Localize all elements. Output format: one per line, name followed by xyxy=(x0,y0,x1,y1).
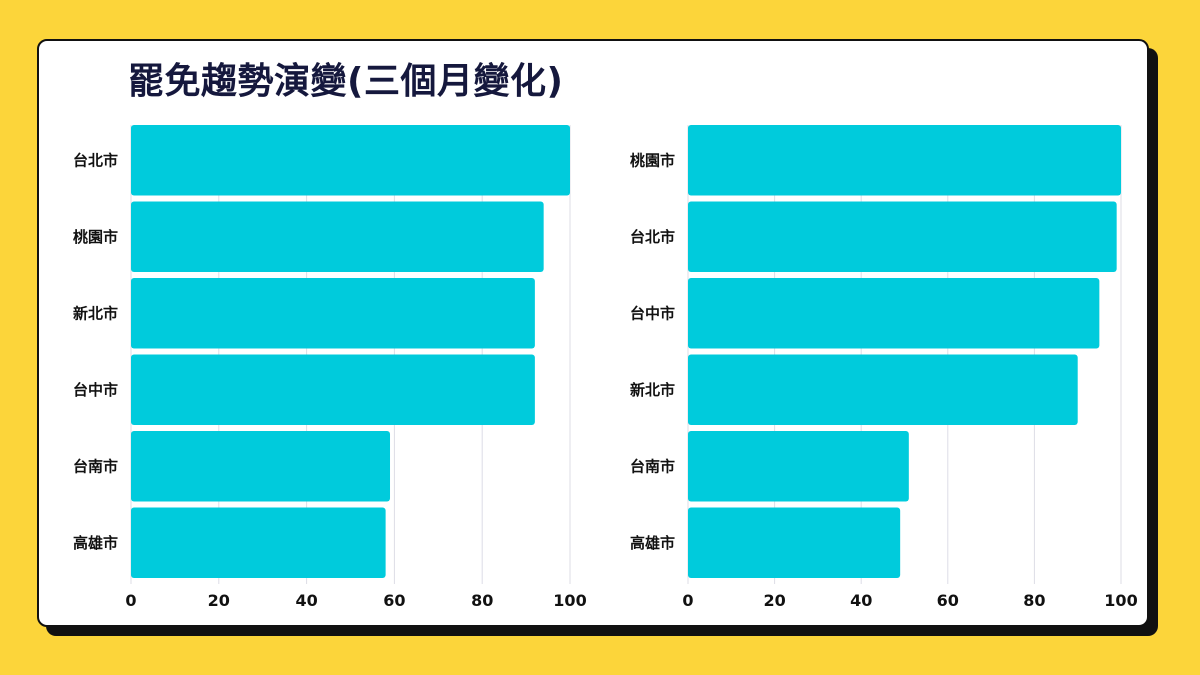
bar xyxy=(131,125,570,196)
bar xyxy=(131,431,391,502)
category-label: 新北市 xyxy=(630,381,675,399)
category-label: 台南市 xyxy=(73,457,118,475)
x-tick-label: 60 xyxy=(937,591,959,610)
category-label: 高雄市 xyxy=(73,534,118,552)
bar xyxy=(688,354,1078,425)
category-label: 高雄市 xyxy=(630,534,675,552)
x-tick-label: 100 xyxy=(553,591,586,610)
x-tick-label: 40 xyxy=(295,591,317,610)
x-tick-label: 0 xyxy=(125,591,136,610)
bar xyxy=(688,201,1117,272)
category-label: 桃園市 xyxy=(630,151,675,169)
category-label: 桃園市 xyxy=(73,228,118,246)
x-tick-label: 80 xyxy=(471,591,493,610)
bar xyxy=(688,431,909,502)
bar xyxy=(688,507,901,578)
category-label: 台中市 xyxy=(73,381,118,399)
bar xyxy=(688,278,1100,349)
x-tick-label: 40 xyxy=(850,591,872,610)
bar xyxy=(688,125,1121,196)
bar xyxy=(131,507,386,578)
bar xyxy=(131,354,535,425)
x-tick-label: 20 xyxy=(763,591,785,610)
category-label: 台中市 xyxy=(630,304,675,322)
category-label: 台南市 xyxy=(630,457,675,475)
x-tick-label: 20 xyxy=(208,591,230,610)
category-label: 台北市 xyxy=(630,228,675,246)
x-tick-label: 0 xyxy=(682,591,693,610)
category-label: 台北市 xyxy=(73,151,118,169)
bar xyxy=(131,201,544,272)
bar xyxy=(131,278,535,349)
x-tick-label: 60 xyxy=(383,591,405,610)
chart-title: 罷免趨勢演變(三個月變化) xyxy=(128,61,564,102)
x-tick-label: 100 xyxy=(1104,591,1137,610)
x-tick-label: 80 xyxy=(1023,591,1045,610)
category-label: 新北市 xyxy=(73,304,118,322)
